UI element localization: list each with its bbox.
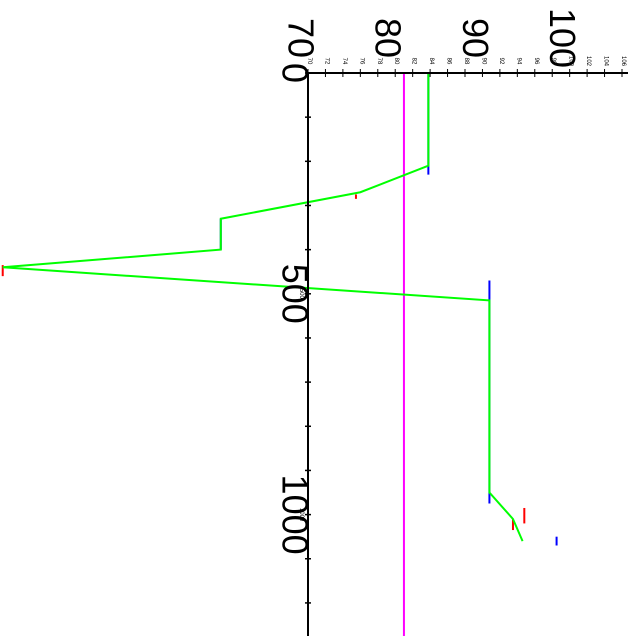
- plot-area: [1, 73, 558, 636]
- value-tick-label: 78: [376, 58, 382, 65]
- value-major-label: 70: [280, 18, 321, 58]
- index-major-label: 1000: [274, 475, 315, 555]
- value-major-label: 100: [542, 8, 583, 68]
- index-tick-label: 1000: [298, 508, 304, 522]
- value-tick-label: 102: [585, 56, 591, 67]
- value-tick-label: 76: [358, 58, 364, 65]
- value-tick-label: 80: [393, 58, 399, 65]
- value-tick-label: 96: [533, 58, 539, 65]
- index-major-label: 0: [274, 63, 315, 83]
- index-tick-label: 500: [298, 289, 304, 300]
- axes: 70 72 74 76 78 80 82 84 86 88 90 92 94 96 98 100 102 104 1…: [274, 8, 628, 636]
- index-major-label: 500: [274, 264, 315, 324]
- value-tick-label: 104: [603, 56, 609, 67]
- value-tick-label: 90: [480, 58, 486, 65]
- value-major-label: 90: [455, 18, 496, 58]
- value-tick-label: 84: [428, 58, 434, 65]
- value-tick-label: 88: [463, 58, 469, 65]
- value-tick-label: 82: [411, 58, 417, 65]
- value-tick-label: 74: [341, 58, 347, 65]
- value-tick-label: 100: [568, 56, 574, 67]
- value-major-label: 80: [368, 18, 409, 58]
- value-tick-label: 86: [446, 58, 452, 65]
- value-tick-label: 72: [323, 58, 329, 65]
- series-line: [2, 73, 524, 542]
- value-tick-label: 98: [550, 58, 556, 65]
- value-tick-label: 94: [515, 58, 521, 65]
- value-tick-label: 106: [620, 56, 626, 67]
- value-tick-label: 92: [498, 58, 504, 65]
- value-tick-label: 70: [306, 58, 312, 65]
